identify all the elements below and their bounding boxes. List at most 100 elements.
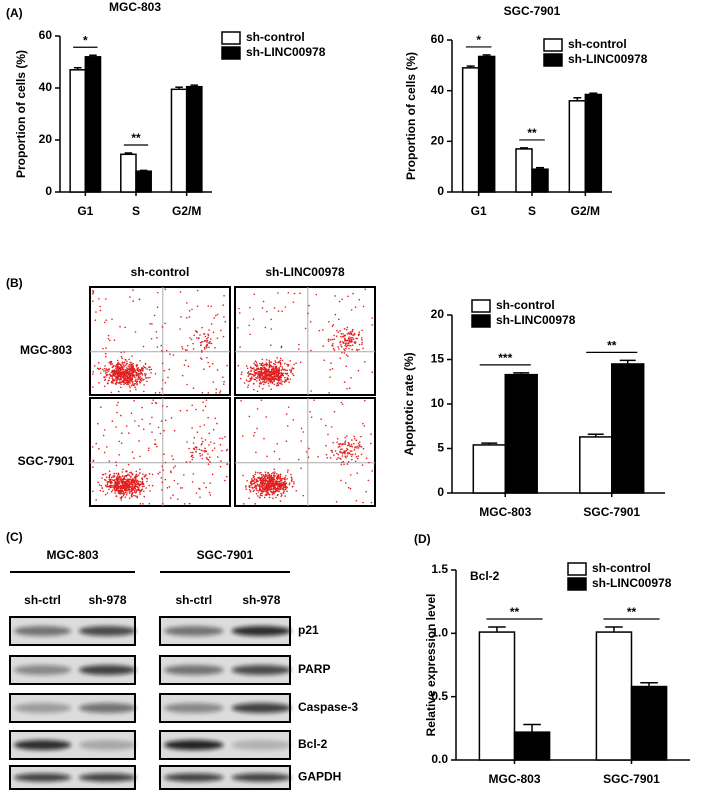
flow-dot bbox=[286, 490, 288, 492]
y-tick-label: 40 bbox=[39, 80, 53, 94]
flow-dot bbox=[329, 368, 332, 371]
flow-dot bbox=[112, 382, 114, 384]
flow-dot bbox=[148, 368, 151, 371]
flow-dot bbox=[357, 442, 360, 445]
flow-dot bbox=[195, 446, 197, 449]
flow-dot bbox=[280, 376, 283, 379]
flow-dot bbox=[105, 446, 108, 448]
flow-dot bbox=[191, 481, 194, 483]
flow-dot bbox=[208, 491, 211, 494]
flow-dot bbox=[286, 425, 289, 427]
flow-dot bbox=[270, 376, 273, 378]
flow-dot bbox=[343, 352, 346, 354]
flow-dot bbox=[219, 465, 222, 468]
flow-dot bbox=[280, 375, 282, 377]
flow-dot bbox=[347, 460, 350, 463]
flow-dot bbox=[267, 472, 269, 474]
flow-dot bbox=[276, 490, 278, 492]
flow-dot bbox=[223, 380, 225, 383]
flow-dot bbox=[116, 375, 118, 378]
flow-dot bbox=[121, 369, 123, 371]
flow-dot bbox=[262, 375, 265, 378]
flow-dot bbox=[284, 480, 286, 483]
flow-dot bbox=[124, 326, 126, 329]
flow-dot bbox=[126, 480, 129, 483]
flow-dot bbox=[262, 480, 265, 483]
flow-dot bbox=[216, 369, 219, 371]
blot-band bbox=[231, 664, 292, 676]
flow-dot bbox=[278, 368, 281, 370]
flow-dot bbox=[155, 330, 158, 333]
flow-dot bbox=[351, 329, 354, 332]
flow-plot bbox=[89, 286, 231, 396]
flow-dot bbox=[111, 318, 113, 320]
flow-dot bbox=[250, 484, 252, 487]
flow-dot bbox=[116, 377, 118, 380]
blot-band bbox=[163, 773, 224, 782]
flow-dot bbox=[196, 305, 199, 307]
flow-dot bbox=[350, 453, 352, 456]
error-bar bbox=[481, 442, 498, 445]
flow-dot bbox=[109, 361, 112, 363]
flow-dot bbox=[262, 377, 264, 379]
flow-dot bbox=[121, 432, 123, 435]
flow-dot bbox=[278, 367, 280, 369]
flow-dot bbox=[149, 423, 151, 425]
flow-dot bbox=[119, 379, 121, 381]
flow-dot bbox=[277, 310, 280, 312]
flow-dot bbox=[335, 335, 338, 337]
flow-dot bbox=[350, 336, 352, 339]
flow-dot bbox=[282, 380, 284, 383]
flow-dot bbox=[191, 458, 194, 461]
flow-dot bbox=[97, 481, 99, 484]
flow-dot bbox=[120, 496, 123, 498]
flow-dot bbox=[139, 372, 141, 375]
flow-dot bbox=[92, 466, 94, 468]
error-bar bbox=[520, 147, 528, 149]
flow-dot bbox=[186, 383, 188, 386]
flow-dot bbox=[110, 480, 113, 483]
flow-dot bbox=[103, 370, 105, 372]
flow-dot bbox=[274, 485, 276, 488]
lane-label: sh-ctrl bbox=[175, 593, 212, 607]
flow-dot bbox=[259, 496, 261, 499]
flow-dot bbox=[92, 373, 94, 375]
flow-dot bbox=[129, 471, 131, 474]
flow-dot bbox=[172, 458, 174, 461]
flow-dot bbox=[334, 313, 337, 316]
flow-dot bbox=[223, 294, 225, 297]
flow-dot bbox=[133, 383, 135, 385]
flow-dot bbox=[248, 488, 251, 491]
flow-dot bbox=[104, 378, 107, 381]
flow-dot bbox=[263, 366, 266, 369]
flow-dot bbox=[173, 429, 176, 432]
panel-label: (B) bbox=[6, 276, 23, 290]
flow-dot bbox=[256, 367, 259, 370]
flow-dot bbox=[273, 468, 275, 471]
flow-dot bbox=[129, 372, 132, 375]
flow-dot bbox=[139, 381, 141, 384]
flow-dot bbox=[118, 477, 120, 479]
flow-dot bbox=[121, 475, 124, 477]
flow-dot bbox=[358, 348, 360, 351]
flow-dot bbox=[276, 374, 279, 376]
flow-dot bbox=[99, 367, 102, 370]
flow-dot bbox=[259, 494, 262, 497]
bar bbox=[504, 373, 538, 494]
flow-dot bbox=[104, 484, 107, 487]
flow-dot bbox=[92, 300, 94, 303]
flow-dot bbox=[212, 381, 215, 383]
flow-dot bbox=[209, 456, 211, 459]
flow-frame bbox=[234, 286, 376, 396]
bar bbox=[69, 69, 87, 193]
flow-dot bbox=[126, 371, 128, 374]
flow-dot bbox=[130, 412, 133, 414]
flow-dot bbox=[116, 404, 118, 406]
flow-dot bbox=[350, 450, 353, 452]
flow-dot bbox=[275, 472, 278, 475]
flow-dot bbox=[142, 490, 145, 493]
flow-dot bbox=[191, 454, 193, 457]
flow-dot bbox=[125, 480, 128, 483]
flow-dot bbox=[249, 366, 252, 368]
flow-dot bbox=[352, 292, 354, 295]
